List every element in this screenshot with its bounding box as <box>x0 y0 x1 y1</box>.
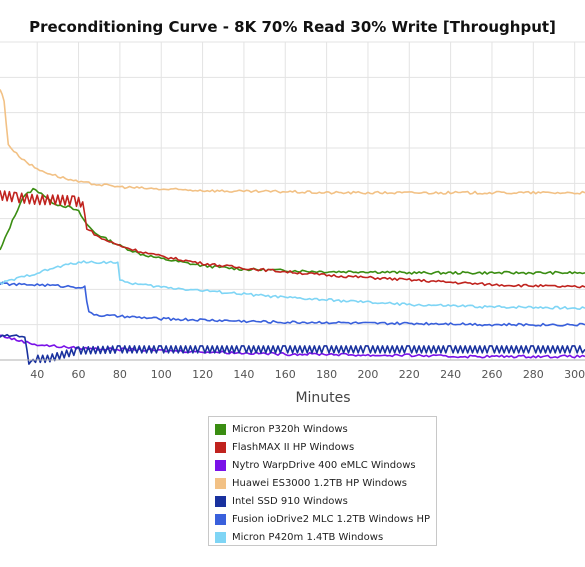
x-tick-label: 180 <box>316 368 337 381</box>
x-tick-label: 40 <box>30 368 44 381</box>
series-line-4 <box>0 89 585 195</box>
chart-title: Preconditioning Curve - 8K 70% Read 30% … <box>29 18 556 36</box>
legend-label: Fusion ioDrive2 MLC 1.2TB Windows HP <box>232 513 431 525</box>
series-line-6 <box>0 281 585 327</box>
legend-item: Micron P420m 1.4TB Windows <box>215 528 436 546</box>
legend-swatch <box>215 495 226 507</box>
legend-swatch <box>215 513 226 525</box>
legend-item: Intel SSD 910 Windows <box>215 492 436 510</box>
series-line-2 <box>0 190 585 289</box>
legend-item: Fusion ioDrive2 MLC 1.2TB Windows HP <box>215 510 436 528</box>
series-line-3 <box>0 334 585 359</box>
x-tick-label: 300 <box>564 368 585 381</box>
legend-label: Micron P320h Windows <box>232 423 348 435</box>
legend-label: Intel SSD 910 Windows <box>232 495 348 507</box>
chart-legend: Micron P320h Windows FlashMAX II HP Windo… <box>208 416 437 546</box>
x-tick-label: 140 <box>233 368 254 381</box>
legend-swatch <box>215 441 226 453</box>
x-tick-label: 120 <box>192 368 213 381</box>
x-tick-label: 160 <box>275 368 296 381</box>
series-line-5 <box>0 333 585 365</box>
legend-swatch <box>215 459 226 471</box>
legend-label: Micron P420m 1.4TB Windows <box>232 531 384 543</box>
x-tick-label: 100 <box>151 368 172 381</box>
legend-item: FlashMAX II HP Windows <box>215 438 436 456</box>
x-tick-label: 60 <box>72 368 86 381</box>
x-tick-label: 280 <box>523 368 544 381</box>
x-tick-label: 200 <box>357 368 378 381</box>
legend-label: Huawei ES3000 1.2TB HP Windows <box>232 477 407 489</box>
legend-swatch <box>215 423 226 435</box>
x-tick-label: 220 <box>399 368 420 381</box>
legend-swatch <box>215 477 226 489</box>
legend-item: Huawei ES3000 1.2TB HP Windows <box>215 474 436 492</box>
legend-label: FlashMAX II HP Windows <box>232 441 355 453</box>
series-line-1 <box>0 187 585 275</box>
x-axis-title: Minutes <box>295 390 350 406</box>
series-line-7 <box>0 260 585 311</box>
x-tick-label: 260 <box>481 368 502 381</box>
legend-item: Nytro WarpDrive 400 eMLC Windows <box>215 456 436 474</box>
x-tick-label: 240 <box>440 368 461 381</box>
x-tick-label: 80 <box>113 368 127 381</box>
legend-swatch <box>215 531 226 543</box>
legend-item: Micron P320h Windows <box>215 420 436 438</box>
legend-label: Nytro WarpDrive 400 eMLC Windows <box>232 459 416 471</box>
